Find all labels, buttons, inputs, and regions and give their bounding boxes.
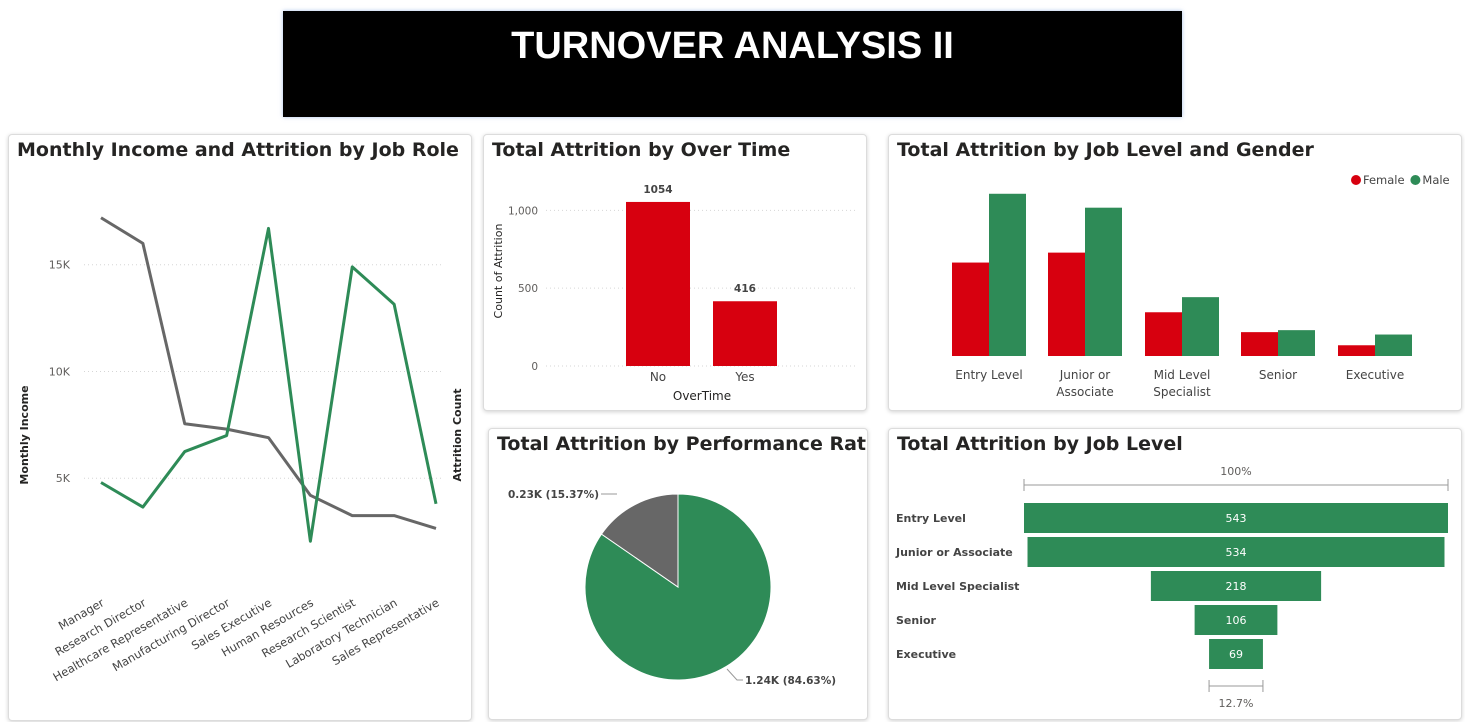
joblevel-category-label: Entry Level — [896, 512, 966, 525]
joblevel-funnel-bar — [1150, 571, 1322, 601]
income-attrition-title: Monthly Income and Attrition by Job Role — [17, 139, 459, 161]
joblevel-data-label: 218 — [1226, 580, 1247, 593]
joblevel-category-label: Senior — [896, 614, 937, 627]
gender-card[interactable]: Total Attrition by Job Level and Gender … — [888, 134, 1462, 411]
income-y-tick: 15K — [49, 259, 71, 272]
joblevel-data-label: 106 — [1226, 614, 1247, 627]
gender-bar — [1241, 332, 1278, 356]
gender-bar — [1085, 207, 1122, 356]
overtime-y-axis-label: Count of Attrition — [492, 224, 505, 319]
gender-bar — [1338, 345, 1375, 356]
gender-bar — [952, 262, 989, 356]
overtime-data-label: 1054 — [643, 184, 672, 196]
income-y-axis-label: Monthly Income — [18, 385, 31, 484]
joblevel-category-label: Junior or Associate — [895, 546, 1013, 559]
joblevel-funnel-bar — [1194, 605, 1278, 635]
joblevel-funnel-bar — [1209, 639, 1263, 669]
income-y-tick: 5K — [56, 472, 71, 485]
joblevel-data-label: 543 — [1226, 512, 1247, 525]
joblevel-card[interactable]: Total Attrition by Job Level 100% 543 Entr… — [888, 428, 1462, 720]
performance-pie-slice — [584, 493, 772, 681]
joblevel-data-label: 69 — [1229, 648, 1243, 661]
overtime-title: Total Attrition by Over Time — [492, 139, 791, 161]
income-series-line — [100, 226, 438, 543]
joblevel-data-label: 534 — [1226, 546, 1247, 559]
joblevel-bottom-bracket — [1208, 680, 1264, 692]
income-series-line — [100, 216, 437, 530]
gender-x-tick: Entry Level — [955, 368, 1022, 382]
joblevel-funnel-bar — [1027, 537, 1445, 567]
performance-title: Total Attrition by Performance Rating — [497, 433, 868, 455]
joblevel-funnel-chart: 100% 543 Entry Level 534 Junior or Associate… — [895, 465, 1449, 710]
dashboard-title-banner: TURNOVER ANALYSIS II — [283, 11, 1182, 117]
gender-legend-marker — [1410, 175, 1421, 185]
joblevel-category-label: Mid Level Specialist — [896, 580, 1019, 593]
gender-bar — [989, 193, 1026, 356]
overtime-y-tick: 500 — [518, 283, 538, 295]
gender-legend-label: Male — [1422, 173, 1449, 187]
overtime-x-tick: Yes — [734, 370, 754, 384]
gender-title: Total Attrition by Job Level and Gender — [897, 139, 1314, 161]
overtime-y-tick: 0 — [531, 361, 538, 373]
joblevel-top-percent: 100% — [1220, 465, 1251, 478]
overtime-data-label: 416 — [734, 283, 756, 295]
gender-legend-label: Female — [1363, 173, 1405, 187]
overtime-y-tick: 1,000 — [508, 205, 538, 217]
overtime-x-axis-label: OverTime — [673, 389, 731, 403]
gender-x-tick: Senior — [1259, 368, 1297, 382]
performance-slice-label: 0.23K (15.37%) — [508, 489, 599, 501]
dashboard-title: TURNOVER ANALYSIS II — [511, 25, 954, 67]
income-y-tick: 10K — [49, 365, 71, 378]
gender-legend-marker — [1351, 175, 1361, 185]
gender-bar — [1375, 334, 1412, 356]
performance-slice-label: 1.24K (84.63%) — [745, 675, 836, 687]
joblevel-title: Total Attrition by Job Level — [897, 433, 1183, 455]
overtime-x-tick: No — [650, 370, 666, 384]
gender-x-tick: Specialist — [1153, 385, 1211, 399]
joblevel-top-bracket — [1023, 479, 1449, 491]
gender-bar — [1048, 252, 1085, 356]
overtime-card[interactable]: Total Attrition by Over Time 0 500 1,000 Co… — [483, 134, 867, 411]
overtime-bar — [713, 301, 777, 366]
joblevel-funnel-bar — [1024, 503, 1448, 533]
joblevel-bottom-percent: 12.7% — [1219, 697, 1254, 710]
joblevel-category-label: Executive — [896, 648, 956, 661]
performance-pie-slice — [600, 493, 679, 588]
gender-x-tick: Mid Level — [1154, 368, 1211, 382]
performance-chart: 0.23K (15.37%) 1.24K (84.63%) — [508, 489, 836, 687]
gender-bar — [1182, 297, 1219, 356]
gender-x-tick: Executive — [1346, 368, 1404, 382]
gender-bar — [1278, 330, 1315, 356]
gender-bar — [1145, 312, 1182, 356]
performance-card[interactable]: Total Attrition by Performance Rating 0.… — [488, 428, 868, 720]
gender-x-tick: Associate — [1056, 385, 1113, 399]
overtime-bar — [626, 201, 690, 366]
gender-x-tick: Junior or — [1059, 368, 1111, 382]
income-y2-axis-label: Attrition Count — [451, 388, 464, 481]
performance-leader-line — [726, 668, 743, 681]
income-attrition-card[interactable]: Monthly Income and Attrition by Job Role… — [8, 134, 472, 721]
gender-chart: Female Male Entry Level Junior or Associate M… — [952, 173, 1450, 399]
